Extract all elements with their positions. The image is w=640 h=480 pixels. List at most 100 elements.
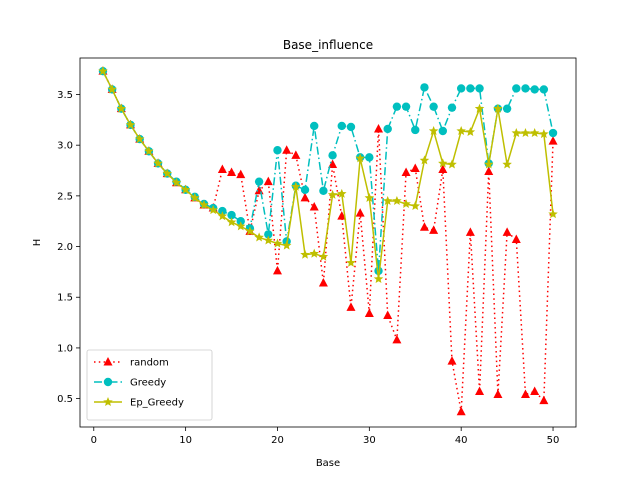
- data-point-ep-greedy: [355, 153, 365, 163]
- data-point-greedy: [383, 124, 392, 134]
- legend-entry-ep-greedy: Ep_Greedy: [94, 397, 184, 409]
- data-point-ep-greedy: [327, 189, 338, 199]
- data-point-ep-greedy: [134, 134, 145, 144]
- data-point-ep-greedy: [382, 195, 393, 205]
- legend-marker: [103, 377, 113, 387]
- data-point-random: [227, 167, 237, 177]
- y-tick-label: 3.5: [57, 90, 73, 101]
- data-point-ep-greedy: [263, 235, 274, 245]
- data-point-random: [236, 169, 246, 179]
- chart-title: Base_influence: [283, 38, 373, 52]
- data-point-greedy: [346, 122, 356, 132]
- y-tick-label: 3.0: [57, 141, 73, 152]
- data-point-random: [447, 356, 457, 365]
- data-point-random: [374, 123, 384, 133]
- data-point-ep-greedy: [474, 103, 485, 113]
- data-point-greedy: [420, 83, 429, 92]
- data-point-greedy: [429, 102, 438, 111]
- data-point-ep-greedy: [199, 199, 209, 210]
- data-point-ep-greedy: [217, 211, 228, 221]
- y-tick-label: 2.5: [57, 191, 73, 202]
- data-point-random: [410, 163, 420, 172]
- axes-frame: [79, 57, 577, 428]
- data-point-greedy: [401, 102, 411, 111]
- data-point-greedy: [447, 103, 457, 112]
- axis-ticks: 0 10 20 30 40 50 0.5 1.0 1.5 2.0 2.5 3.0 3.5: [57, 90, 559, 446]
- data-point-greedy: [539, 85, 549, 94]
- data-point-ep-greedy: [410, 201, 421, 211]
- data-point-random: [493, 389, 503, 399]
- series-ep-greedy: [98, 66, 558, 284]
- data-point-ep-greedy: [291, 181, 301, 191]
- data-point-random: [484, 166, 494, 176]
- data-point-greedy: [512, 84, 521, 93]
- data-point-ep-greedy: [539, 129, 549, 139]
- data-point-random: [401, 167, 411, 177]
- data-point-ep-greedy: [401, 198, 411, 209]
- data-point-ep-greedy: [245, 226, 255, 236]
- data-point-ep-greedy: [190, 192, 200, 202]
- data-point-random: [429, 225, 439, 234]
- data-point-greedy: [374, 266, 383, 276]
- data-point-ep-greedy: [309, 248, 319, 258]
- data-point-greedy: [319, 186, 328, 195]
- data-point-ep-greedy: [529, 128, 540, 138]
- data-point-random: [539, 395, 549, 405]
- data-point-greedy: [365, 153, 374, 162]
- data-point-random: [217, 164, 227, 174]
- data-point-ep-greedy: [226, 217, 237, 227]
- data-point-greedy: [300, 185, 310, 194]
- data-point-greedy: [254, 177, 264, 186]
- data-point-greedy: [466, 84, 475, 93]
- data-point-ep-greedy: [318, 251, 329, 261]
- data-point-ep-greedy: [428, 125, 439, 136]
- data-point-random: [272, 265, 282, 275]
- data-point-random: [282, 145, 292, 154]
- data-point-random: [465, 227, 475, 236]
- data-point-ep-greedy: [272, 238, 283, 248]
- data-point-random: [456, 406, 466, 416]
- data-point-ep-greedy: [456, 125, 466, 136]
- data-point-random: [309, 202, 319, 211]
- data-point-greedy: [310, 121, 319, 131]
- data-point-ep-greedy: [520, 128, 531, 138]
- data-point-greedy: [521, 84, 530, 93]
- data-point-random: [291, 150, 301, 159]
- data-point-greedy: [392, 102, 402, 111]
- data-point-greedy: [328, 151, 337, 160]
- data-point-greedy: [456, 84, 466, 93]
- data-point-random: [475, 386, 485, 396]
- data-point-ep-greedy: [419, 155, 430, 165]
- y-tick-label: 2.0: [57, 242, 73, 253]
- data-point-greedy: [273, 146, 282, 155]
- data-point-random: [511, 234, 521, 243]
- data-point-ep-greedy: [392, 195, 402, 205]
- data-point-ep-greedy: [346, 257, 356, 267]
- data-point-random: [355, 208, 365, 217]
- legend: random Greedy Ep_Greedy: [86, 349, 213, 421]
- data-point-ep-greedy: [254, 232, 264, 242]
- data-point-random: [263, 176, 273, 186]
- data-point-greedy: [475, 84, 484, 93]
- data-point-random: [530, 386, 540, 396]
- legend-entry-random: random: [94, 357, 169, 369]
- data-point-ep-greedy: [162, 168, 173, 178]
- data-point-ep-greedy: [300, 249, 310, 259]
- data-point-greedy: [548, 128, 558, 138]
- x-tick-label: 20: [271, 435, 284, 446]
- data-point-ep-greedy: [107, 84, 117, 94]
- data-point-ep-greedy: [373, 273, 384, 284]
- x-axis-label: Base: [316, 458, 340, 469]
- data-point-greedy: [337, 121, 346, 131]
- data-point-ep-greedy: [125, 119, 136, 129]
- x-tick-label: 10: [179, 435, 192, 446]
- data-point-random: [419, 222, 429, 231]
- y-tick-label: 0.5: [57, 394, 73, 405]
- legend-label: random: [130, 358, 169, 369]
- data-point-random: [318, 278, 328, 287]
- data-point-ep-greedy: [548, 209, 558, 219]
- data-point-random: [520, 389, 530, 399]
- data-point-random: [438, 164, 448, 174]
- legend-entry-greedy: Greedy: [94, 378, 166, 389]
